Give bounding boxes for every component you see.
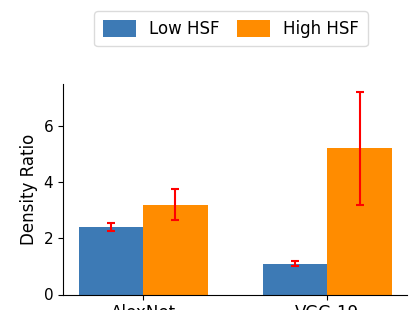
Bar: [143, 205, 207, 294]
Bar: [79, 227, 143, 294]
Bar: [263, 264, 327, 294]
Y-axis label: Density Ratio: Density Ratio: [20, 134, 38, 245]
Legend: Low HSF, High HSF: Low HSF, High HSF: [94, 11, 368, 46]
Bar: [327, 148, 392, 294]
